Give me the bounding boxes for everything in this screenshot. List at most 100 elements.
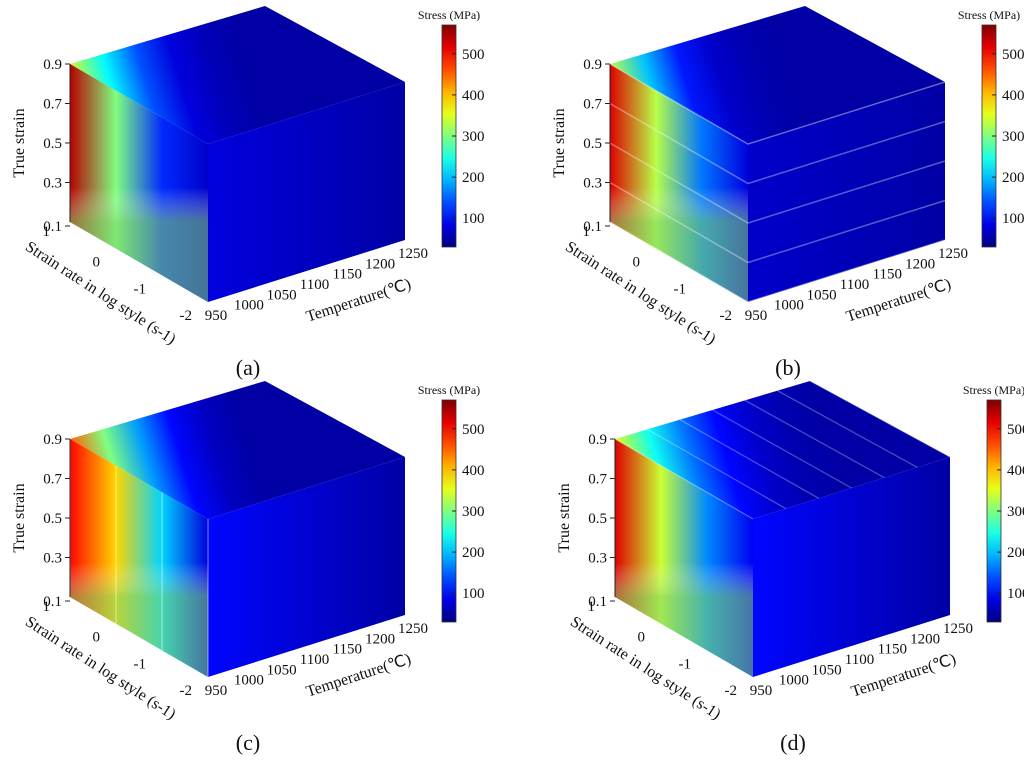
slice-lines bbox=[614, 380, 951, 520]
x-tick-label: 950 bbox=[750, 683, 773, 699]
y-axis: 1 0 -1 -2 bbox=[43, 599, 193, 699]
right-face bbox=[208, 457, 405, 677]
z-tick-label: 0.9 bbox=[583, 57, 602, 73]
z-tick-label: 0.9 bbox=[43, 57, 62, 73]
front-face-shade bbox=[70, 439, 208, 677]
z-tick-label: 0.5 bbox=[583, 136, 602, 152]
z-tick-label: 0.1 bbox=[583, 219, 602, 235]
x-tick-label: 1000 bbox=[779, 673, 809, 689]
front-face-shade bbox=[610, 64, 748, 302]
colorbar-tick-label: 300 bbox=[1007, 504, 1024, 520]
x-tick-label: 1150 bbox=[333, 267, 362, 283]
colorbar-tick-label: 500 bbox=[462, 422, 485, 438]
x-tick-label: 1050 bbox=[267, 287, 297, 303]
temperature-slice-edge bbox=[679, 419, 819, 499]
z-tick-label: 0.1 bbox=[43, 219, 62, 235]
x-tick-label: 1200 bbox=[365, 256, 395, 272]
temperature-slice-edge bbox=[809, 380, 951, 458]
x-tick-label: 1250 bbox=[398, 246, 428, 262]
colorbar-tick-label: 400 bbox=[1007, 463, 1024, 479]
top-face bbox=[70, 6, 405, 144]
colorbar: Stress (MPa) 100 200 300 400 500 bbox=[963, 383, 1024, 623]
y-tick-label: 1 bbox=[583, 224, 591, 240]
x-tick-label: 1100 bbox=[840, 277, 869, 293]
y-tick-label: -2 bbox=[180, 683, 193, 699]
colorbar-tick-label: 300 bbox=[462, 504, 485, 520]
z-tick-label: 0.3 bbox=[43, 176, 62, 192]
front-face-shade bbox=[615, 439, 753, 677]
y-tick-label: 0 bbox=[93, 630, 101, 646]
colorbar-title: Stress (MPa) bbox=[418, 8, 480, 22]
right-face bbox=[748, 82, 945, 302]
y-tick-label: 0 bbox=[638, 630, 646, 646]
strain-slice-edge bbox=[609, 102, 946, 185]
colorbar-tick-label: 200 bbox=[462, 545, 485, 561]
strain-slice-edge bbox=[609, 63, 946, 145]
right-face bbox=[753, 457, 950, 677]
y-tick-label: -2 bbox=[720, 308, 733, 324]
x-tick-label: 1150 bbox=[878, 642, 907, 658]
x-tick-label: 1000 bbox=[234, 298, 264, 314]
colorbar-tick-label: 300 bbox=[1002, 129, 1024, 145]
colorbar-tick-label: 200 bbox=[1002, 170, 1024, 186]
top-face bbox=[70, 381, 405, 519]
z-tick-label: 0.5 bbox=[43, 511, 62, 527]
top-face bbox=[610, 6, 945, 144]
z-tick-label: 0.3 bbox=[43, 551, 62, 567]
temperature-slice-edge bbox=[614, 438, 754, 520]
x-tick-label: 1100 bbox=[300, 277, 329, 293]
temperature-slice-edge bbox=[744, 399, 885, 479]
colorbar-tick-label: 100 bbox=[1002, 211, 1024, 227]
x-tick-label: 1200 bbox=[905, 256, 935, 272]
z-axis-label: True strain bbox=[556, 483, 573, 552]
y-tick-label: 1 bbox=[588, 599, 596, 615]
x-tick-label: 1250 bbox=[398, 621, 428, 637]
colorbar-tick-label: 200 bbox=[1007, 545, 1024, 561]
y-axis: 1 0 -1 -2 bbox=[43, 224, 193, 324]
z-axis-label: True strain bbox=[11, 483, 28, 552]
y-tick-label: -2 bbox=[725, 683, 738, 699]
colorbar-tick-label: 200 bbox=[462, 170, 485, 186]
front-face-shade bbox=[70, 64, 208, 302]
y-tick-label: 1 bbox=[43, 224, 51, 240]
colorbar: Stress (MPa) 100 200 300 400 500 bbox=[418, 383, 485, 623]
x-tick-label: 950 bbox=[745, 308, 768, 324]
y-tick-label: 0 bbox=[633, 255, 641, 271]
x-tick-label: 1050 bbox=[807, 287, 837, 303]
panel-label: (d) bbox=[780, 730, 806, 755]
z-axis: 0.1 0.3 0.5 0.7 0.9 bbox=[43, 432, 71, 610]
z-tick-label: 0.7 bbox=[588, 472, 607, 488]
colorbar-tick-label: 500 bbox=[1002, 47, 1024, 63]
y-tick-label: 0 bbox=[93, 255, 101, 271]
x-tick-label: 1150 bbox=[333, 642, 362, 658]
y-tick-label: -2 bbox=[180, 308, 193, 324]
y-axis: 1 0 -1 -2 bbox=[583, 224, 733, 324]
z-tick-label: 0.5 bbox=[588, 511, 607, 527]
panel-label: (c) bbox=[236, 730, 260, 755]
strain-slice-edge bbox=[609, 142, 946, 224]
x-tick-label: 950 bbox=[205, 683, 228, 699]
z-axis: 0.1 0.3 0.5 0.7 0.9 bbox=[43, 57, 71, 235]
x-tick-label: 1050 bbox=[812, 662, 842, 678]
x-tick-label: 1000 bbox=[234, 673, 264, 689]
z-tick-label: 0.9 bbox=[43, 432, 62, 448]
x-tick-label: 1100 bbox=[845, 652, 874, 668]
panel-label: (a) bbox=[236, 355, 260, 380]
z-tick-label: 0.1 bbox=[43, 594, 62, 610]
x-tick-label: 1200 bbox=[910, 631, 940, 647]
temperature-slice-edge bbox=[712, 409, 852, 489]
z-axis: 0.1 0.3 0.5 0.7 0.9 bbox=[588, 432, 616, 610]
y-tick-label: -1 bbox=[134, 281, 147, 297]
panel-label: (b) bbox=[775, 355, 801, 380]
z-tick-label: 0.5 bbox=[43, 136, 62, 152]
strain-slice-edge bbox=[609, 181, 946, 264]
z-tick-label: 0.3 bbox=[583, 176, 602, 192]
strain-slice-edge bbox=[609, 221, 946, 303]
colorbar-tick-label: 100 bbox=[1007, 586, 1024, 602]
colorbar-tick-label: 400 bbox=[1002, 88, 1024, 104]
y-tick-label: -1 bbox=[679, 656, 692, 672]
